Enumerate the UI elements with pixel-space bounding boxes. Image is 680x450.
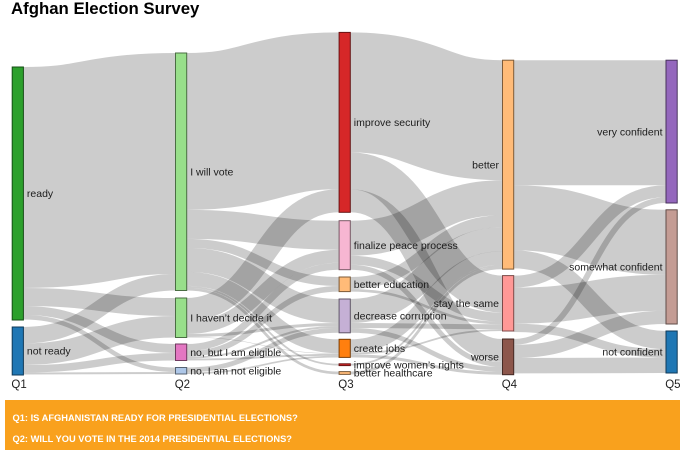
svg-text:improve security: improve security bbox=[354, 117, 431, 129]
svg-text:not ready: not ready bbox=[27, 346, 72, 358]
svg-text:Q5: Q5 bbox=[665, 379, 680, 391]
svg-text:Q1: Q1 bbox=[11, 379, 26, 391]
svg-text:better education: better education bbox=[354, 279, 429, 291]
svg-text:stay the same: stay the same bbox=[434, 298, 500, 310]
svg-text:better healthcare: better healthcare bbox=[354, 368, 433, 380]
svg-text:Q3: Q3 bbox=[338, 379, 353, 391]
svg-text:I will vote: I will vote bbox=[190, 166, 233, 178]
svg-text:improve women’s rights: improve women’s rights bbox=[354, 359, 464, 371]
svg-text:decrease corruption: decrease corruption bbox=[354, 311, 447, 323]
svg-text:not confident: not confident bbox=[602, 347, 662, 359]
svg-text:I haven’t decide it: I haven’t decide it bbox=[190, 312, 272, 324]
svg-text:no, but I am eligible: no, but I am eligible bbox=[190, 347, 281, 359]
svg-text:ready: ready bbox=[27, 188, 54, 200]
svg-text:Q4: Q4 bbox=[502, 379, 518, 391]
svg-text:finalize peace process: finalize peace process bbox=[354, 240, 458, 252]
svg-text:no, I am not eligible: no, I am not eligible bbox=[190, 365, 281, 377]
svg-text:worse: worse bbox=[470, 352, 499, 364]
svg-text:very confident: very confident bbox=[597, 126, 662, 138]
svg-text:Q2: Q2 bbox=[175, 379, 190, 391]
svg-text:better: better bbox=[472, 159, 499, 171]
svg-text:somewhat confident: somewhat confident bbox=[569, 262, 662, 274]
svg-text:create jobs: create jobs bbox=[354, 343, 405, 355]
